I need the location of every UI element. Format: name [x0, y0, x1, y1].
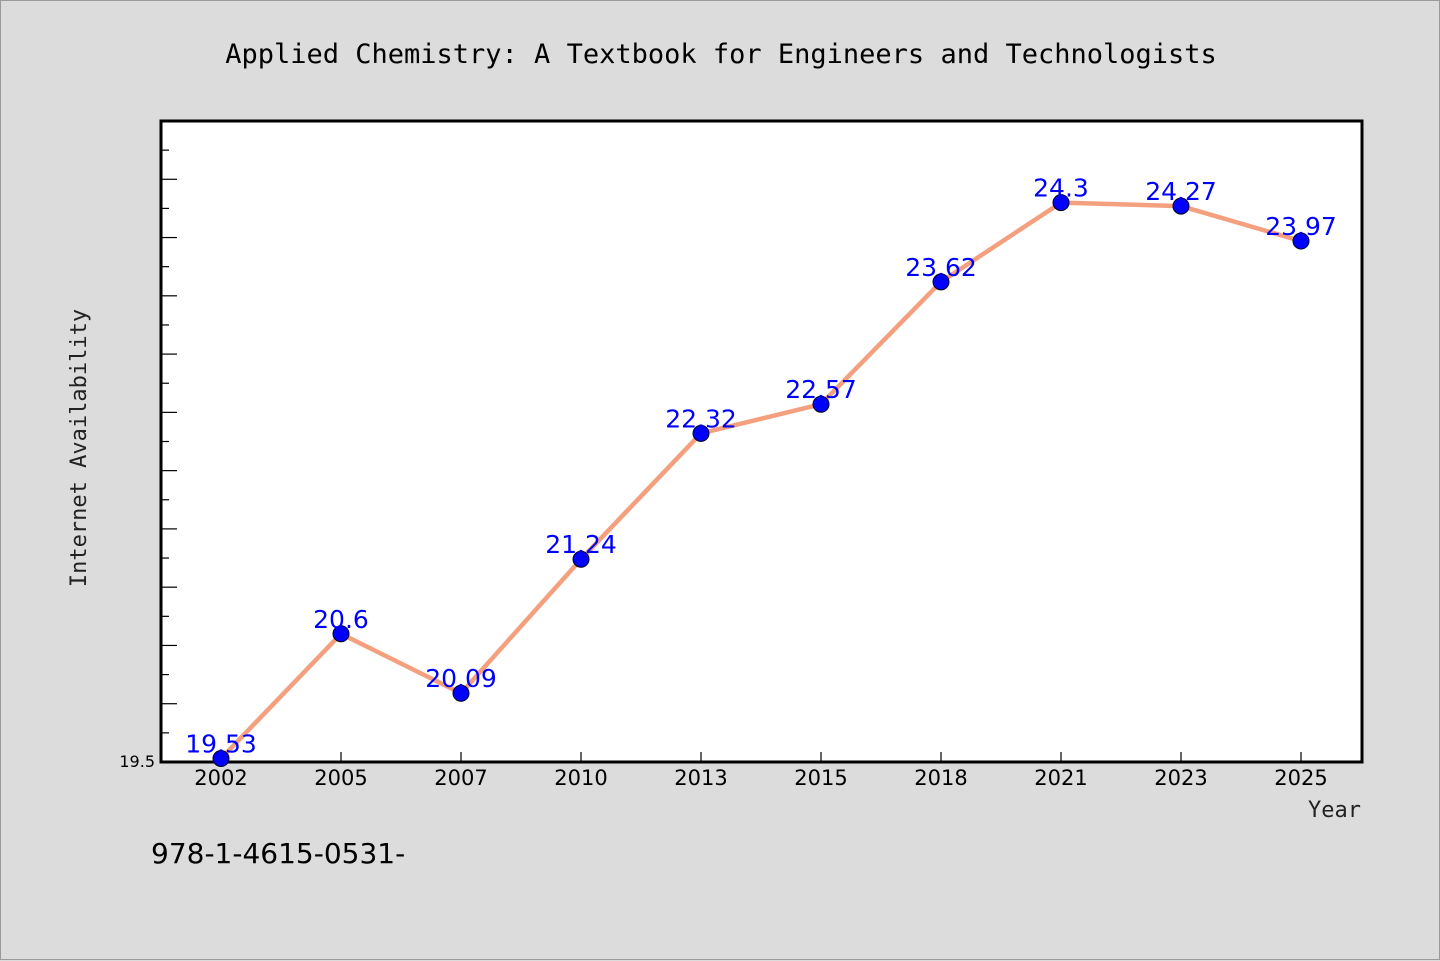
x-tick-label-2021: 2021 [1034, 766, 1087, 790]
data-label-2002: 19.53 [185, 730, 257, 759]
data-label-2013: 22.32 [665, 404, 737, 433]
data-label-2021: 24.3 [1033, 174, 1089, 203]
x-axis-label: Year [1308, 798, 1361, 823]
x-tick-label-2013: 2013 [674, 766, 727, 790]
data-point-2002 [212, 750, 230, 768]
x-tick-label-2023: 2023 [1154, 766, 1207, 790]
y-axis-label: Internet Availability [67, 309, 92, 587]
data-label-2018: 23.62 [905, 253, 977, 282]
data-label-2025: 23.97 [1265, 212, 1337, 241]
y-tick-label: 19.5 [119, 752, 155, 771]
data-point-2018 [932, 273, 950, 291]
x-tick-label-2010: 2010 [554, 766, 607, 790]
footer-isbn: 978-1-4615-0531- [151, 837, 405, 870]
data-label-2015: 22.57 [785, 375, 857, 404]
y-axis-ticks: 19.5 [119, 120, 177, 771]
x-tick-label-2015: 2015 [794, 766, 847, 790]
data-point-2015 [812, 395, 830, 413]
data-point-2007 [452, 684, 470, 702]
data-point-2013 [692, 424, 710, 442]
x-axis-ticks: 2002 2005 2007 2010 2013 2015 2018 2021 2023 2025 [194, 752, 1328, 790]
x-tick-label-2002: 2002 [194, 766, 247, 790]
data-label-2023: 24.27 [1145, 177, 1217, 206]
x-tick-label-2005: 2005 [314, 766, 367, 790]
data-label-2005: 20.6 [313, 605, 369, 634]
x-tick-label-2007: 2007 [434, 766, 487, 790]
x-tick-label-2018: 2018 [914, 766, 967, 790]
series-line [218, 200, 1304, 761]
plot-area [159, 119, 1364, 764]
data-point-2023 [1172, 197, 1190, 215]
data-point-2010 [572, 550, 590, 568]
chart-title: Applied Chemistry: A Textbook for Engine… [225, 39, 1217, 70]
data-label-2007: 20.09 [425, 664, 497, 693]
data-labels: 19.53 20.6 20.09 21.24 22.32 22.57 23.62 24.3 24… [185, 174, 1337, 759]
data-point-2005 [332, 625, 350, 643]
data-point-2025 [1292, 232, 1310, 250]
data-point-2021 [1052, 194, 1070, 212]
data-label-2010: 21.24 [545, 530, 617, 559]
data-markers [212, 194, 1310, 768]
series-line-group [218, 200, 1304, 761]
x-tick-label-2025: 2025 [1274, 766, 1327, 790]
